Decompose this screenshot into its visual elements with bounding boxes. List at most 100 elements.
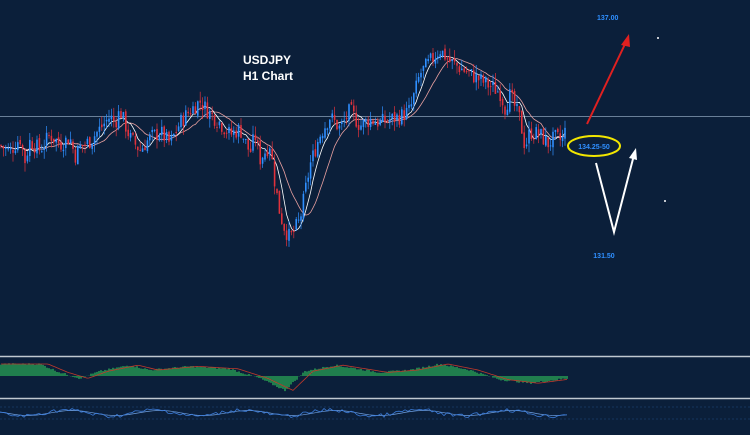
histogram-bar: [476, 373, 477, 376]
histogram-bar: [150, 370, 151, 376]
histogram-bar: [442, 365, 443, 376]
histogram-bar: [136, 366, 137, 376]
histogram-bar: [328, 367, 329, 376]
candle-body: [63, 150, 65, 151]
candle-body: [487, 79, 489, 87]
histogram-bar: [334, 366, 335, 376]
candle-body: [29, 140, 31, 156]
histogram-bar: [26, 365, 27, 376]
candle-body: [418, 77, 420, 82]
histogram-bar: [416, 368, 417, 376]
histogram-bar: [250, 375, 251, 376]
candle-body: [209, 111, 211, 119]
candle-body: [514, 91, 516, 106]
histogram-bar: [66, 375, 67, 376]
candle-body: [346, 118, 348, 119]
histogram-bar: [214, 367, 215, 376]
candle-body: [51, 136, 53, 141]
histogram-bar: [36, 365, 37, 376]
histogram-bar: [372, 371, 373, 376]
candle-body: [233, 131, 235, 135]
histogram-bar: [92, 374, 93, 376]
candle-body: [322, 136, 324, 138]
candle-body: [430, 53, 432, 57]
candle-body: [420, 73, 422, 78]
histogram-bar: [430, 367, 431, 376]
candle-body: [317, 142, 319, 157]
candle-body: [79, 145, 81, 148]
histogram-bar: [468, 371, 469, 376]
histogram-bar: [50, 369, 51, 376]
histogram-bar: [432, 366, 433, 376]
histogram-bar: [466, 370, 467, 376]
candle-body: [151, 130, 153, 132]
candle-body: [375, 123, 377, 125]
histogram-bar: [192, 366, 193, 376]
histogram-bar: [532, 376, 533, 383]
candle-body: [269, 149, 271, 155]
histogram-bar: [484, 375, 485, 376]
candle-body: [226, 133, 228, 134]
histogram-bar: [78, 376, 79, 379]
candle-body: [343, 120, 345, 121]
candle-body: [94, 136, 96, 144]
histogram-bar: [306, 371, 307, 376]
histogram-bar: [538, 376, 539, 382]
candle-body: [291, 231, 293, 232]
candle-body: [149, 134, 151, 140]
histogram-bar: [76, 376, 77, 378]
candle-body: [403, 110, 405, 120]
candle-body: [377, 121, 379, 127]
histogram-bar: [380, 373, 381, 376]
histogram-bar: [52, 369, 53, 376]
histogram-bar: [200, 367, 201, 376]
candle-body: [235, 131, 237, 138]
candle-body: [336, 120, 338, 129]
candle-body: [161, 127, 163, 135]
stray-dot: [664, 200, 666, 202]
histogram-bar: [362, 370, 363, 376]
candle-body: [259, 141, 261, 164]
candle-body: [219, 122, 221, 126]
histogram-bar: [28, 363, 29, 376]
candle-body: [331, 113, 333, 117]
candle-body: [423, 66, 425, 71]
candle-body: [101, 125, 103, 128]
histogram-bar: [44, 366, 45, 376]
candle-body: [19, 140, 21, 144]
candle-body: [65, 138, 67, 148]
candle-body: [132, 133, 134, 135]
histogram-bar: [558, 376, 559, 379]
candle-body: [168, 132, 170, 142]
histogram-bar: [280, 376, 281, 388]
histogram-bar: [232, 369, 233, 376]
candle-body: [507, 110, 509, 116]
histogram-bar: [524, 376, 525, 382]
candle-body: [41, 151, 43, 152]
candle-body: [449, 57, 451, 62]
candle-body: [0, 145, 2, 146]
candle-body: [276, 189, 278, 193]
histogram-bar: [302, 373, 303, 376]
histogram-bar: [352, 368, 353, 376]
histogram-bar: [358, 369, 359, 376]
candle-body: [547, 137, 549, 147]
histogram-bar: [388, 371, 389, 376]
candle-body: [372, 121, 374, 124]
candle-body: [171, 135, 173, 140]
histogram-bar: [474, 372, 475, 376]
candle-body: [415, 81, 417, 94]
candle-body: [492, 82, 494, 85]
histogram-bar: [344, 367, 345, 376]
candle-body: [247, 139, 249, 150]
candle-body: [300, 216, 302, 220]
histogram-bar: [220, 369, 221, 376]
histogram-bar: [506, 376, 507, 381]
candle-body: [10, 148, 12, 150]
histogram-bar: [146, 369, 147, 376]
candle-body: [531, 128, 533, 139]
candle-body: [127, 130, 129, 136]
histogram-bar: [436, 364, 437, 376]
histogram-bar: [342, 367, 343, 376]
histogram-bar: [204, 367, 205, 376]
